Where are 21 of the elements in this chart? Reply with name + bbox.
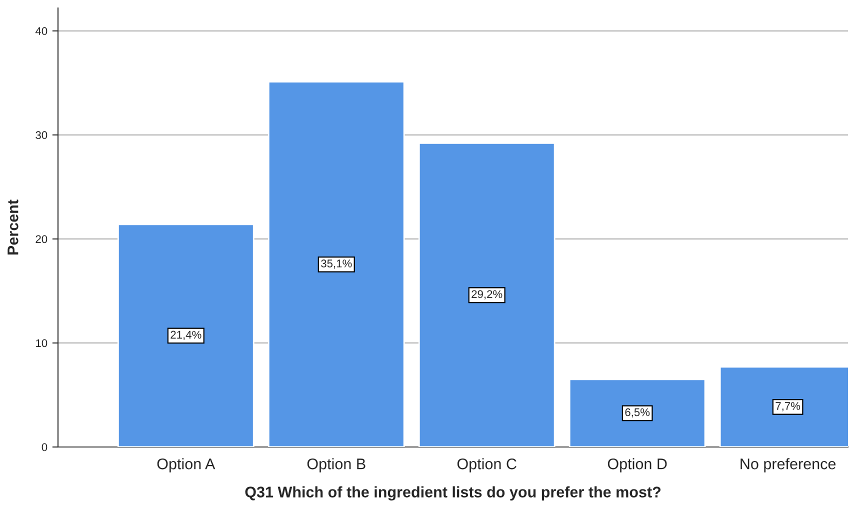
- bar: [117, 224, 254, 447]
- y-tick-label: 20: [36, 235, 48, 244]
- x-tick-label: No preference: [740, 458, 836, 472]
- bar: [418, 142, 556, 447]
- y-axis-title: Percent: [8, 200, 18, 254]
- x-tick-label: Option C: [457, 458, 516, 472]
- bar: [568, 378, 706, 447]
- data-label: 21,4%: [170, 330, 202, 340]
- data-label: 29,2%: [472, 290, 502, 300]
- x-tick-label: Option D: [608, 458, 667, 472]
- y-tick-label: 0: [42, 443, 48, 452]
- data-label: 7,7%: [776, 402, 800, 412]
- y-tick-label: 40: [35, 27, 48, 36]
- x-tick-label: Option A: [157, 458, 216, 472]
- y-tick-label: 30: [36, 131, 48, 140]
- data-label: 35,1%: [321, 260, 352, 269]
- bar: [268, 81, 405, 447]
- data-label: 6,5%: [625, 408, 650, 418]
- x-axis-title: Q31 Which of the ingredient lists do you prefer the most?: [245, 486, 661, 501]
- y-tick-label: 10: [36, 339, 48, 348]
- x-tick-label: Option B: [307, 458, 366, 472]
